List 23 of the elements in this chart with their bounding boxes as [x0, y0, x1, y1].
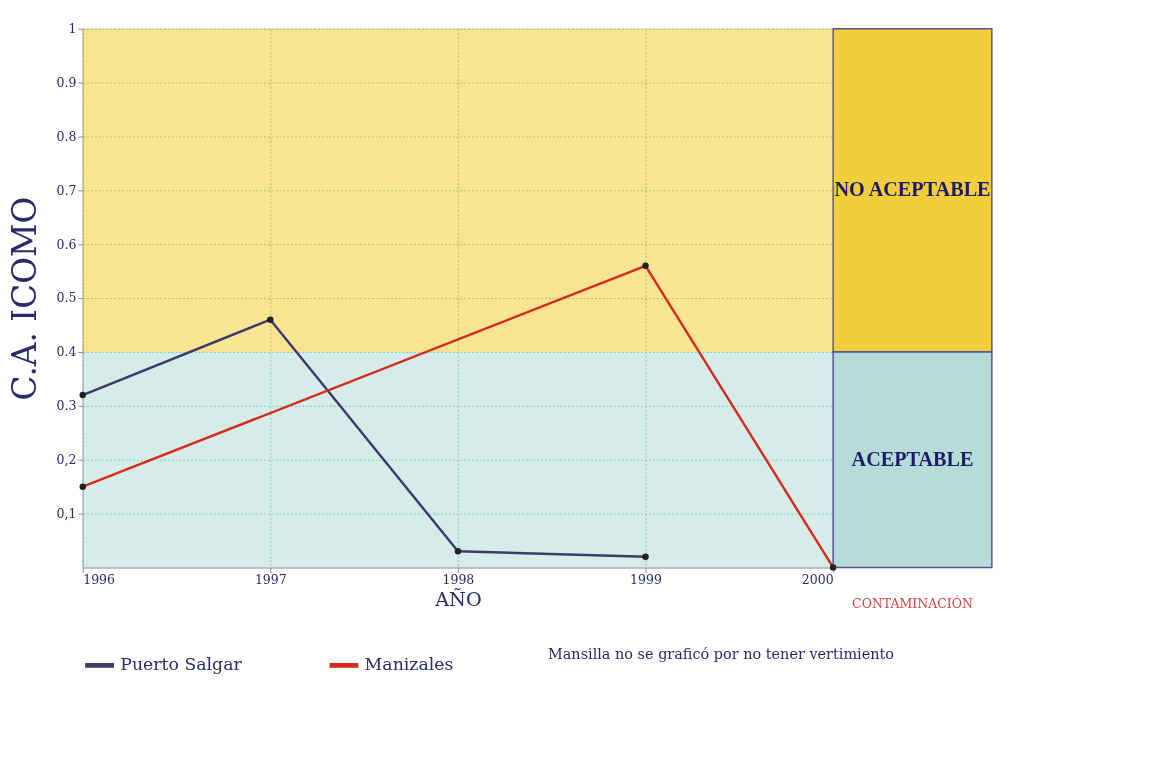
legend-label: Manizales [364, 654, 454, 675]
y-tick-label: 0,2 [56, 452, 77, 468]
band-label: NO ACEPTABLE [834, 178, 991, 201]
y-tick-label: 1 [68, 21, 77, 37]
x-tick-label: 2000 [801, 572, 834, 588]
y-tick-label: 0.8 [56, 128, 77, 144]
y-tick-label: 0.4 [56, 344, 77, 360]
x-tick-label: 1997 [254, 572, 287, 588]
band-label: ACEPTABLE [851, 447, 974, 470]
y-tick-label: 0,1 [56, 505, 77, 521]
text: Mansilla no se graficó por no tener vertimiento [547, 645, 894, 662]
x-tick-label: 1999 [630, 572, 662, 588]
y-axis-title: C.A. ICOMO [6, 196, 45, 401]
x-tick-label: 1998 [442, 572, 475, 588]
legend-label: Puerto Salgar [120, 654, 243, 675]
y-tick-label: 0.5 [56, 290, 77, 306]
y-tick-label: 0.6 [56, 236, 77, 252]
x-tick-label: 1996 [83, 572, 116, 588]
x-axis-title: AÑO [434, 588, 482, 612]
text: CONTAMINACIÓN [852, 594, 973, 611]
y-tick-label: 0.3 [56, 398, 77, 414]
y-tick-label: 0.7 [56, 182, 77, 198]
y-tick-label: 0.9 [56, 74, 77, 90]
